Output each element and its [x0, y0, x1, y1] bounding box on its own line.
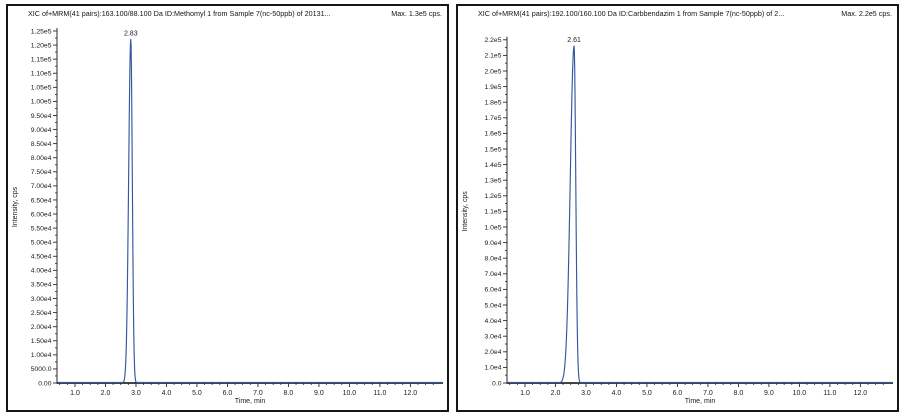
x-tick-label: 2.0: [551, 390, 561, 397]
x-tick-label: 10.0: [343, 390, 357, 397]
chromatogram-svg: 2.2e5 2.1e5 2.0e5 1.9e5 1.8e5 1.7e5 1.6e5 1.5e5…: [462, 36, 893, 405]
y-tick-label: 9.0e4: [484, 240, 501, 247]
y-tick-label: 4.50e4: [31, 254, 52, 261]
y-tick-label: 3.0e4: [484, 334, 501, 341]
panel-header: XIC of+MRM(41 pairs):163.100/88.100 Da I…: [8, 9, 447, 18]
y-tick-label: 7.0e4: [484, 271, 501, 278]
y-tick-label: 9.00e4: [31, 127, 52, 134]
max-intensity-label: Max. 2.2e5 cps.: [841, 9, 892, 18]
y-tick-label: 0.0: [492, 380, 502, 387]
y-tick-label: 5.00e4: [31, 240, 52, 247]
x-tick-label: 7.0: [253, 390, 263, 397]
y-tick-label: 2.2e5: [484, 37, 501, 44]
y-axis-title: Intensity, cps: [462, 191, 469, 232]
y-tick-label: 4.0e4: [484, 318, 501, 325]
y-tick-label: 6.0e4: [484, 287, 501, 294]
y-tick-label: 5.0e4: [484, 302, 501, 309]
y-tick-label: 8.50e4: [31, 141, 52, 148]
peak-retention-time-label: 2.61: [567, 37, 581, 44]
y-tick-label: 1.0e5: [484, 224, 501, 231]
x-tick-label: 1.0: [520, 390, 530, 397]
x-tick-label: 11.0: [373, 390, 386, 397]
chromatogram-trace: [57, 38, 443, 383]
x-tick-label: 10.0: [793, 390, 807, 397]
y-tick-label: 1.8e5: [484, 100, 501, 107]
y-tick-label: 1.50e4: [31, 338, 52, 345]
y-tick-label: 2.0e5: [484, 68, 501, 75]
y-tick-label: 6.50e4: [31, 197, 52, 204]
x-axis-title: Time, min: [685, 398, 716, 405]
x-tick-label: 1.0: [70, 390, 80, 397]
y-tick-label: 1.10e5: [31, 71, 52, 78]
y-tick-label: 8.0e4: [484, 256, 501, 263]
x-tick-label: 3.0: [581, 390, 591, 397]
y-tick-label: 1.0e4: [484, 365, 501, 372]
chromatogram-panel-methomyl: XIC of+MRM(41 pairs):163.100/88.100 Da I…: [6, 4, 449, 412]
y-tick-label: 2.50e4: [31, 310, 52, 317]
x-tick-label: 9.0: [764, 390, 774, 397]
chromatogram-panel-carbendazim: XIC of+MRM(41 pairs):192.100/160.100 Da …: [456, 4, 899, 412]
panel-title: XIC of+MRM(41 pairs):192.100/160.100 Da …: [478, 9, 785, 18]
chromatogram-plot[interactable]: 2.2e5 2.1e5 2.0e5 1.9e5 1.8e5 1.7e5 1.6e5 1.5e5…: [458, 6, 897, 410]
y-tick-label: 1.9e5: [484, 84, 501, 91]
y-tick-label: 1.2e5: [484, 193, 501, 200]
y-tick-label: 5000.0: [31, 366, 52, 373]
chromatogram-plot[interactable]: 1.25e5 1.20e5 1.15e5 1.10e5 1.05e5 1.00e5 9.50…: [8, 6, 447, 410]
y-tick-label: 1.3e5: [484, 178, 501, 185]
y-axis-title: Intensity, cps: [12, 186, 19, 227]
chromatogram-trace: [507, 45, 893, 383]
x-axis-title: Time, min: [235, 398, 266, 405]
y-tick-label: 5.50e4: [31, 225, 52, 232]
peak-retention-time-label: 2.83: [124, 30, 138, 37]
y-tick-label: 1.6e5: [484, 131, 501, 138]
y-tick-label: 1.15e5: [31, 56, 52, 63]
x-tick-label: 5.0: [642, 390, 652, 397]
x-tick-label: 6.0: [673, 390, 683, 397]
x-tick-label: 12.0: [404, 390, 418, 397]
panel-header: XIC of+MRM(41 pairs):192.100/160.100 Da …: [458, 9, 897, 18]
y-tick-label: 1.7e5: [484, 115, 501, 122]
x-tick-label: 8.0: [284, 390, 294, 397]
y-tick-label: 0.00: [38, 380, 51, 387]
y-tick-label: 8.00e4: [31, 155, 52, 162]
y-tick-label: 1.4e5: [484, 162, 501, 169]
y-tick-label: 1.05e5: [31, 85, 52, 92]
y-tick-label: 2.0e4: [484, 349, 501, 356]
x-tick-label: 8.0: [734, 390, 744, 397]
y-tick-label: 9.50e4: [31, 113, 52, 120]
y-tick-label: 1.1e5: [484, 209, 501, 216]
x-tick-label: 4.0: [612, 390, 622, 397]
x-tick-label: 12.0: [854, 390, 868, 397]
y-tick-label: 7.50e4: [31, 169, 52, 176]
x-tick-label: 9.0: [314, 390, 324, 397]
y-tick-label: 2.1e5: [484, 53, 501, 60]
y-tick-label: 7.00e4: [31, 183, 52, 190]
x-tick-label: 4.0: [162, 390, 172, 397]
chromatogram-svg: 1.25e5 1.20e5 1.15e5 1.10e5 1.05e5 1.00e5 9.50…: [12, 28, 443, 405]
y-tick-label: 6.00e4: [31, 211, 52, 218]
y-tick-label: 1.00e4: [31, 352, 52, 359]
x-tick-label: 6.0: [223, 390, 233, 397]
y-tick-label: 1.00e5: [31, 99, 52, 106]
panel-title: XIC of+MRM(41 pairs):163.100/88.100 Da I…: [28, 9, 331, 18]
y-tick-label: 2.00e4: [31, 324, 52, 331]
x-tick-label: 7.0: [703, 390, 713, 397]
x-tick-label: 11.0: [823, 390, 836, 397]
y-tick-label: 3.50e4: [31, 282, 52, 289]
x-tick-label: 2.0: [101, 390, 111, 397]
y-tick-label: 1.20e5: [31, 42, 52, 49]
y-tick-label: 1.5e5: [484, 146, 501, 153]
x-tick-label: 5.0: [192, 390, 202, 397]
x-tick-label: 3.0: [131, 390, 141, 397]
y-tick-label: 1.25e5: [31, 28, 52, 35]
y-tick-label: 4.00e4: [31, 268, 52, 275]
max-intensity-label: Max. 1.3e5 cps.: [391, 9, 442, 18]
y-tick-label: 3.00e4: [31, 296, 52, 303]
